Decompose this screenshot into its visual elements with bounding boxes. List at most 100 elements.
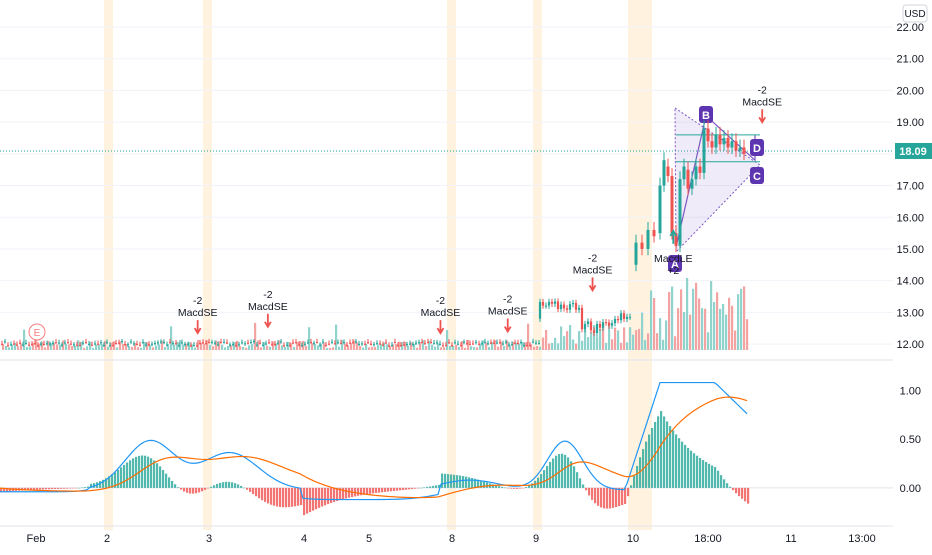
time-tick-label: 2 xyxy=(104,533,110,545)
macd-histogram-bar xyxy=(402,487,405,491)
macd-histogram-bar xyxy=(420,487,423,489)
volume-bar xyxy=(512,341,515,350)
macd-histogram-bar xyxy=(633,475,636,488)
candle-body xyxy=(118,342,120,344)
volume-bar xyxy=(149,345,152,350)
candle-body xyxy=(313,342,315,344)
macd-histogram-bar xyxy=(555,455,558,488)
volume-bar xyxy=(476,347,479,350)
candle-body xyxy=(340,342,342,344)
volume-bar xyxy=(731,305,734,350)
volume-bar xyxy=(401,342,404,350)
macd-histogram-bar xyxy=(363,487,366,495)
macd-histogram-bar xyxy=(264,487,267,502)
volume-bar xyxy=(275,343,278,350)
volume-bar xyxy=(200,342,203,350)
macd-histogram-bar xyxy=(465,476,468,488)
macd-histogram-bar xyxy=(471,477,474,488)
volume-bar xyxy=(488,346,491,350)
volume-bar xyxy=(242,346,245,350)
macd-histogram-bar xyxy=(606,487,609,509)
candle-body xyxy=(622,313,626,319)
volume-bar xyxy=(167,344,170,350)
candle-body xyxy=(674,233,678,246)
macd-histogram-bar xyxy=(27,487,30,491)
macd-histogram-bar xyxy=(690,450,693,488)
volume-bar xyxy=(632,334,635,350)
volume-bar xyxy=(20,343,23,350)
volume-bar xyxy=(686,278,689,350)
macd-histogram-bar xyxy=(3,487,6,492)
macd-histogram-bar xyxy=(447,474,450,488)
macd-histogram-bar xyxy=(579,478,582,488)
macd-histogram-bar xyxy=(468,477,471,488)
volume-bar xyxy=(680,289,683,350)
candle-body xyxy=(181,342,183,344)
pattern-tag-C xyxy=(750,167,764,184)
candle-body xyxy=(610,323,614,326)
volume-bar xyxy=(551,342,554,350)
macd-histogram-bar xyxy=(258,487,261,499)
candle-body xyxy=(1,343,3,345)
macd-histogram-bar xyxy=(603,487,606,509)
volume-bar xyxy=(467,340,470,350)
volume-bar xyxy=(11,344,14,350)
volume-bar xyxy=(8,347,11,350)
candle-body xyxy=(334,343,336,345)
macd-histogram-bar xyxy=(186,487,189,493)
candle-body xyxy=(619,313,623,321)
candle-body xyxy=(376,342,378,344)
volume-bar xyxy=(347,345,350,350)
candle-body xyxy=(277,342,279,344)
volume-bar xyxy=(737,294,740,350)
long-arrow xyxy=(669,229,678,244)
macd-histogram-bar xyxy=(672,430,675,488)
volume-bar xyxy=(569,324,572,350)
macd-histogram-bar xyxy=(366,487,369,495)
macd-histogram-bar xyxy=(381,487,384,493)
volume-bar xyxy=(38,343,41,350)
volume-bar xyxy=(416,347,419,350)
volume-bar xyxy=(101,344,104,350)
macd-histogram-bar xyxy=(681,441,684,488)
macd-histogram-bar xyxy=(309,487,312,513)
candle-body xyxy=(229,344,231,346)
candle-body xyxy=(115,343,117,345)
candle-body xyxy=(616,319,620,321)
time-tick-label: 4 xyxy=(301,533,307,545)
volume-bar xyxy=(647,333,650,350)
volume-bar xyxy=(188,341,191,350)
signal-label: MacdLE xyxy=(654,253,693,265)
volume-bar xyxy=(437,343,440,350)
macd-histogram-bar xyxy=(162,469,165,488)
candle-body xyxy=(133,343,135,345)
pattern-tag-B xyxy=(699,106,713,123)
candle-body xyxy=(232,344,234,346)
macd-histogram-bar xyxy=(423,487,426,488)
macd-histogram-bar xyxy=(663,416,666,488)
macd-histogram-bar xyxy=(249,487,252,492)
volume-bar xyxy=(344,343,347,350)
volume-bar xyxy=(92,347,95,350)
macd-histogram-bar xyxy=(327,487,330,505)
candle-body xyxy=(151,343,153,345)
candle-body xyxy=(698,166,702,173)
pattern-label-A: A xyxy=(671,259,679,271)
candle-body xyxy=(702,128,706,173)
volume-bar xyxy=(287,342,290,350)
macd-histogram-bar xyxy=(543,470,546,488)
pattern-label-C: C xyxy=(753,171,761,183)
macd-histogram-bar xyxy=(63,487,66,489)
candle-body xyxy=(76,344,78,346)
candle-body xyxy=(250,341,252,343)
candle-body xyxy=(499,342,501,344)
candle-body xyxy=(292,342,294,344)
macd-histogram-bar xyxy=(321,487,324,507)
volume-bar xyxy=(173,344,176,350)
candle-body xyxy=(349,342,351,344)
candle-body xyxy=(175,343,177,345)
volume-bar xyxy=(698,298,701,350)
candle-body xyxy=(442,345,444,347)
